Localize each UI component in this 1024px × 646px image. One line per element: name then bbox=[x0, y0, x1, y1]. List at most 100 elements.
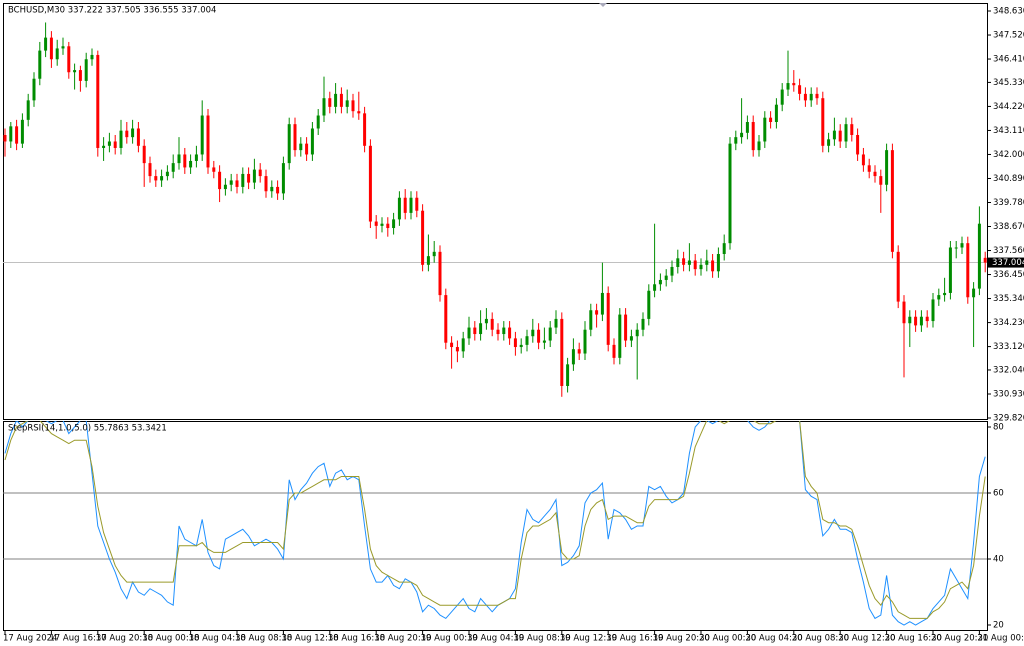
candle-body bbox=[792, 83, 796, 86]
candle-body bbox=[281, 163, 285, 194]
candle-body bbox=[879, 176, 883, 185]
candle-body bbox=[258, 169, 262, 177]
candle-body bbox=[676, 258, 680, 267]
indicator-line bbox=[4, 421, 986, 619]
y-tick-label: 340.890 bbox=[993, 174, 1024, 184]
candle-body bbox=[397, 197, 401, 220]
candle-body bbox=[827, 139, 831, 146]
x-tick-label: 20 Aug 04:30 bbox=[745, 634, 802, 644]
candle-body bbox=[450, 342, 454, 348]
candle-body bbox=[653, 284, 657, 291]
candle-body bbox=[873, 171, 877, 177]
scroll-marker bbox=[599, 3, 607, 7]
x-tick-label: 20 Aug 16:30 bbox=[885, 634, 942, 644]
candle-body bbox=[299, 143, 303, 151]
candle-body bbox=[966, 243, 970, 298]
candle-body bbox=[183, 154, 187, 168]
candle-body bbox=[809, 93, 813, 101]
candle-body bbox=[113, 141, 117, 148]
candle-body bbox=[426, 256, 430, 265]
candle-body bbox=[757, 141, 761, 151]
candle-body bbox=[26, 100, 30, 120]
y-tick-label: 60 bbox=[993, 488, 1004, 498]
candle-body bbox=[305, 143, 309, 155]
candle-body bbox=[832, 130, 836, 140]
candle-body bbox=[479, 323, 483, 335]
candle-body bbox=[206, 115, 210, 168]
candle-body bbox=[658, 279, 662, 285]
candle-body bbox=[96, 54, 100, 148]
candle-body bbox=[502, 327, 506, 335]
candle-body bbox=[15, 126, 19, 144]
x-tick-label: 19 Aug 12:30 bbox=[560, 634, 617, 644]
candle-body bbox=[612, 344, 616, 358]
candle-body bbox=[154, 176, 158, 181]
candle-body bbox=[618, 314, 622, 358]
candle-body bbox=[61, 46, 65, 49]
candle-body bbox=[363, 113, 367, 146]
candle-body bbox=[212, 167, 216, 172]
candle-body bbox=[142, 145, 146, 164]
candle-body bbox=[461, 338, 465, 352]
candle-body bbox=[409, 197, 413, 213]
candle-body bbox=[328, 98, 332, 107]
candle-body bbox=[786, 83, 790, 90]
candle-body bbox=[200, 115, 204, 155]
candle-body bbox=[769, 117, 773, 123]
candle-body bbox=[415, 197, 419, 211]
candle-body bbox=[421, 210, 425, 265]
candle-body bbox=[537, 329, 541, 343]
y-tick-label: 336.450 bbox=[993, 270, 1024, 280]
y-tick-label: 348.630 bbox=[993, 7, 1024, 17]
x-tick-label: 20 Aug 20:30 bbox=[931, 634, 988, 644]
candle-body bbox=[380, 223, 384, 226]
candle-body bbox=[711, 260, 715, 272]
candle-body bbox=[740, 132, 744, 138]
candle-body bbox=[264, 176, 268, 192]
candle-body bbox=[316, 115, 320, 129]
x-tick-label: 20 Aug 08:30 bbox=[792, 634, 849, 644]
candle-body bbox=[55, 48, 59, 60]
candle-body bbox=[194, 154, 198, 161]
candle-body bbox=[902, 301, 906, 324]
candle-body bbox=[647, 290, 651, 319]
candle-body bbox=[844, 124, 848, 142]
y-tick-label: 338.670 bbox=[993, 222, 1024, 232]
y-tick-label: 346.410 bbox=[993, 55, 1024, 65]
x-tick-label: 18 Aug 08:30 bbox=[235, 634, 292, 644]
candle-body bbox=[867, 165, 871, 172]
x-tick-label: 18 Aug 20:30 bbox=[374, 634, 431, 644]
candle-body bbox=[977, 223, 981, 289]
candle-body bbox=[392, 219, 396, 229]
price-panel bbox=[3, 3, 988, 420]
candle-body bbox=[925, 316, 929, 322]
candle-body bbox=[125, 130, 129, 138]
candle-body bbox=[734, 137, 738, 144]
candle-body bbox=[850, 124, 854, 135]
candle-body bbox=[554, 318, 558, 328]
indicator-plot bbox=[3, 421, 987, 626]
x-tick-label: 18 Aug 12:30 bbox=[281, 634, 338, 644]
x-tick-label: 18 Aug 00:30 bbox=[142, 634, 199, 644]
candle-body bbox=[861, 154, 865, 166]
candle-body bbox=[293, 124, 297, 151]
candle-body bbox=[635, 329, 639, 337]
candle-body bbox=[102, 145, 106, 148]
y-tick-label: 20 bbox=[993, 620, 1004, 630]
candle-body bbox=[49, 37, 53, 60]
candle-body bbox=[908, 316, 912, 324]
y-tick-label: 332.040 bbox=[993, 365, 1024, 375]
candle-body bbox=[90, 54, 94, 60]
last-price-label: 337.004 bbox=[992, 258, 1024, 268]
candle-body bbox=[542, 340, 546, 343]
candle-body bbox=[44, 37, 48, 51]
candle-body bbox=[693, 260, 697, 270]
candle-body bbox=[885, 150, 889, 185]
candle-body bbox=[583, 329, 587, 354]
candle-body bbox=[136, 128, 140, 146]
candle-body bbox=[334, 93, 338, 107]
candle-body bbox=[438, 251, 442, 296]
indicator-line bbox=[4, 421, 986, 626]
candle-body bbox=[548, 327, 552, 341]
x-tick-label: 19 Aug 16:30 bbox=[606, 634, 663, 644]
